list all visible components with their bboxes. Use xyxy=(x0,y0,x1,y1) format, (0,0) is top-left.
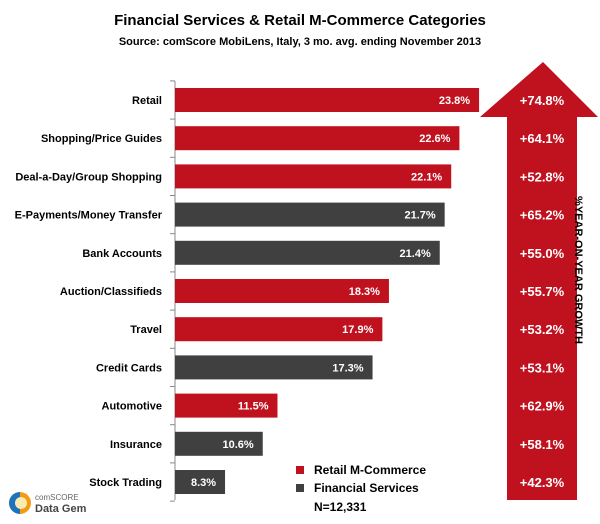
category-label: Automotive xyxy=(102,401,163,413)
legend-item-financial: Financial Services xyxy=(296,481,419,495)
bar xyxy=(175,431,263,456)
value-label: 22.6% xyxy=(419,133,450,145)
bar xyxy=(175,470,226,494)
legend-label: Retail M-Commerce xyxy=(314,463,427,477)
comscore-logo-icon xyxy=(9,492,31,514)
growth-arrow xyxy=(480,62,598,500)
value-label: 17.9% xyxy=(342,324,373,336)
category-label: Auction/Classifieds xyxy=(60,286,162,298)
growth-axis-label: %YEAR-ON-YEAR GROWTH xyxy=(572,196,584,344)
legend-label: Financial Services xyxy=(314,481,419,495)
bar xyxy=(175,164,452,189)
bar xyxy=(175,88,480,112)
bar xyxy=(175,240,440,265)
growth-label: +42.3% xyxy=(520,475,565,490)
value-label: 10.6% xyxy=(223,439,254,451)
logo-text: comSCORE xyxy=(35,493,79,502)
category-label: Travel xyxy=(130,324,162,336)
bar xyxy=(175,393,278,418)
growth-label: +53.1% xyxy=(520,360,565,375)
logo-subtext: Data Gem xyxy=(35,503,87,515)
growth-label: +62.9% xyxy=(520,399,565,414)
category-label: Shopping/Price Guides xyxy=(41,133,162,145)
chart-subtitle: Source: comScore MobiLens, Italy, 3 mo. … xyxy=(118,36,482,48)
legend-item-retail: Retail M-Commerce xyxy=(296,463,426,477)
bar xyxy=(175,126,460,151)
growth-label: +55.0% xyxy=(520,246,565,261)
category-label: Bank Accounts xyxy=(82,248,162,260)
growth-label: +58.1% xyxy=(520,437,565,452)
growth-label: +65.2% xyxy=(520,208,565,223)
category-label: Credit Cards xyxy=(96,362,162,374)
chart-title: Financial Services & Retail M-Commerce C… xyxy=(114,12,486,29)
value-label: 8.3% xyxy=(191,477,216,489)
legend-swatch xyxy=(296,466,304,474)
value-label: 11.5% xyxy=(238,401,269,413)
growth-label: +55.7% xyxy=(520,284,565,299)
growth-label: +52.8% xyxy=(520,169,565,184)
category-label: Deal-a-Day/Group Shopping xyxy=(15,171,162,183)
value-label: 22.1% xyxy=(411,171,442,183)
bar xyxy=(175,355,373,380)
value-label: 21.7% xyxy=(404,210,435,222)
bar xyxy=(175,202,445,227)
category-label: Insurance xyxy=(110,439,162,451)
growth-label: +53.2% xyxy=(520,322,565,337)
bar xyxy=(175,317,383,342)
sample-size-note: N=12,331 xyxy=(314,500,367,514)
value-label: 17.3% xyxy=(332,362,363,374)
value-label: 21.4% xyxy=(400,248,431,260)
value-label: 23.8% xyxy=(439,95,470,107)
bar xyxy=(175,279,389,303)
category-label: Stock Trading xyxy=(89,477,162,489)
category-label: E-Payments/Money Transfer xyxy=(15,210,163,222)
growth-label: +74.8% xyxy=(520,93,565,108)
growth-label: +64.1% xyxy=(520,131,565,146)
legend-swatch xyxy=(296,484,304,492)
value-label: 18.3% xyxy=(349,286,380,298)
category-label: Retail xyxy=(132,95,162,107)
